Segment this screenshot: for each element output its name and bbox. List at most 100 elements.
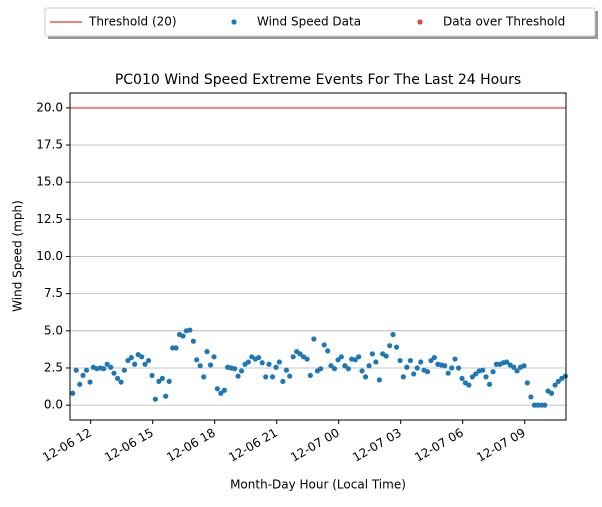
data-point	[87, 379, 93, 385]
data-point	[125, 357, 131, 364]
data-point	[114, 375, 121, 381]
legend-label: Threshold (20)	[88, 15, 177, 29]
legend-label: Wind Speed Data	[257, 15, 361, 29]
data-point	[338, 354, 344, 360]
y-tick-label: 17.5	[36, 138, 63, 152]
data-point	[307, 372, 313, 379]
data-point	[528, 394, 534, 400]
data-point	[328, 363, 334, 369]
y-tick-label: 7.5	[44, 286, 63, 300]
data-point	[218, 390, 224, 396]
data-point	[77, 381, 83, 387]
legend-label: Data over Threshold	[443, 15, 565, 29]
x-axis-label: Month-Day Hour (Local Time)	[230, 478, 406, 492]
data-point	[414, 365, 420, 371]
data-point	[269, 374, 276, 380]
legend-swatch	[231, 19, 237, 25]
data-point	[259, 360, 265, 366]
data-point	[273, 364, 279, 370]
data-point	[376, 377, 382, 383]
data-point	[297, 351, 303, 357]
chart-title: PC010 Wind Speed Extreme Events For The …	[115, 72, 521, 88]
data-point	[400, 374, 406, 380]
data-point	[318, 366, 324, 372]
data-point	[325, 348, 331, 354]
data-point	[156, 378, 162, 384]
x-tick-label: 12-06 12	[40, 426, 94, 465]
data-point	[180, 333, 186, 339]
data-point	[562, 373, 568, 379]
data-point	[235, 373, 241, 379]
data-point	[369, 351, 375, 357]
x-tick-label: 12-06 18	[164, 426, 218, 465]
data-point	[542, 402, 548, 408]
data-point	[418, 359, 424, 365]
y-tick-label: 12.5	[36, 212, 63, 226]
data-point	[163, 393, 169, 399]
data-point	[373, 359, 379, 365]
data-point	[469, 374, 475, 380]
data-point	[283, 367, 289, 373]
data-point	[352, 357, 358, 363]
y-tick-label: 15.0	[36, 175, 63, 189]
data-point	[70, 390, 76, 396]
data-point	[431, 354, 437, 361]
data-point	[455, 365, 462, 371]
data-point	[166, 378, 172, 384]
data-point	[152, 396, 158, 402]
data-point	[552, 382, 558, 388]
data-point	[387, 343, 393, 349]
data-point	[483, 374, 489, 380]
data-point	[73, 367, 79, 373]
legend-swatch	[417, 19, 423, 25]
data-point	[524, 380, 530, 386]
data-point	[221, 387, 227, 393]
data-point	[366, 363, 372, 369]
data-point	[548, 390, 555, 396]
data-point	[486, 381, 493, 387]
data-point	[280, 378, 286, 384]
data-point	[466, 382, 472, 388]
data-point	[331, 366, 338, 372]
data-point	[111, 370, 117, 376]
x-tick-label: 12-06 15	[102, 426, 156, 465]
data-point	[238, 368, 245, 374]
data-point	[480, 367, 486, 373]
data-point	[335, 357, 341, 363]
data-point	[266, 361, 272, 367]
y-tick-label: 10.0	[36, 249, 63, 263]
data-point	[511, 364, 517, 370]
data-point	[473, 371, 479, 377]
data-point	[245, 359, 251, 365]
data-point	[101, 366, 107, 372]
x-tick-label: 12-07 03	[350, 426, 404, 465]
data-point	[504, 359, 510, 365]
data-point	[555, 378, 561, 384]
data-point	[128, 354, 134, 361]
y-tick-label: 5.0	[44, 323, 63, 337]
y-axis-label: Wind Speed (mph)	[11, 200, 25, 312]
data-point	[393, 344, 400, 350]
data-point	[211, 354, 217, 360]
data-point	[362, 374, 369, 380]
data-point	[256, 354, 262, 361]
data-point	[214, 386, 220, 392]
y-tick-label: 0.0	[44, 398, 63, 412]
data-point	[149, 372, 155, 379]
x-tick-label: 12-06 21	[226, 426, 280, 465]
data-point	[201, 374, 207, 380]
data-point	[321, 342, 327, 348]
data-point	[142, 361, 148, 367]
data-point	[194, 357, 200, 363]
data-point	[397, 357, 403, 364]
data-point	[404, 364, 410, 370]
data-point	[232, 366, 238, 372]
data-point	[442, 363, 448, 369]
data-point	[445, 370, 451, 376]
data-point	[83, 367, 90, 373]
data-point	[342, 363, 348, 369]
data-point	[311, 336, 317, 342]
data-point	[204, 349, 210, 355]
data-point	[345, 366, 351, 372]
